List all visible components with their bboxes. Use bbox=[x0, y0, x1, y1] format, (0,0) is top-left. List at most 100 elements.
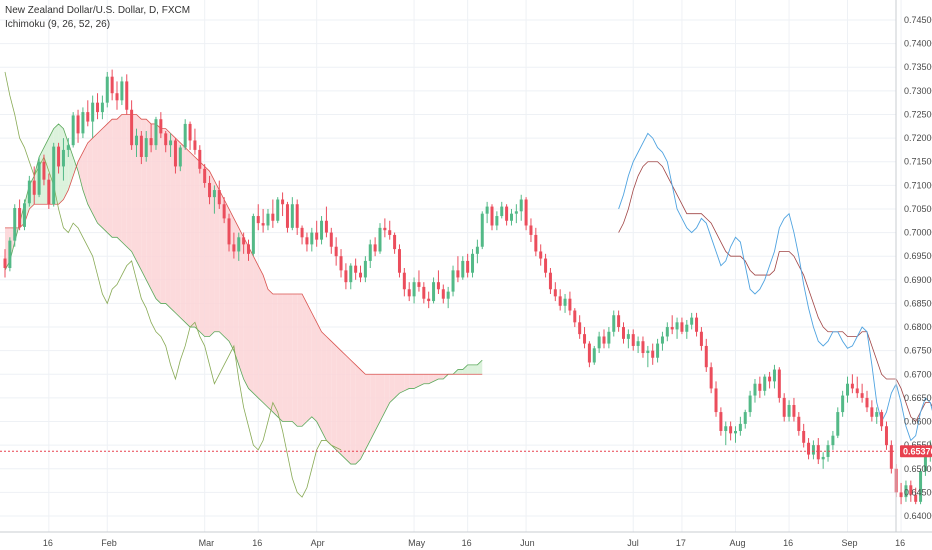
candle-body bbox=[57, 146, 61, 167]
cloud-segment bbox=[331, 341, 337, 450]
candle-body bbox=[222, 204, 226, 219]
cloud-segment bbox=[160, 128, 166, 304]
candle-body bbox=[227, 218, 231, 245]
candle-body bbox=[875, 412, 879, 417]
cloud-segment bbox=[214, 180, 220, 332]
time-tick-label: 16 bbox=[783, 538, 793, 548]
kijun-sen-line bbox=[618, 161, 932, 423]
cloud-segment bbox=[428, 374, 434, 384]
candle-body bbox=[461, 260, 465, 278]
candle-body bbox=[914, 494, 918, 502]
cloud-segment bbox=[350, 360, 356, 465]
candle-body bbox=[427, 298, 431, 302]
candle-body bbox=[539, 251, 543, 259]
candle-body bbox=[139, 135, 143, 157]
cloud-segment bbox=[316, 322, 322, 431]
cloud-segment bbox=[209, 171, 215, 337]
candle-body bbox=[3, 258, 7, 268]
candle-body bbox=[690, 317, 694, 325]
candle-body bbox=[675, 322, 679, 330]
time-tick-label: Sep bbox=[842, 538, 858, 548]
cloud-segment bbox=[384, 374, 390, 413]
last-price-label: 0.65370 bbox=[903, 446, 932, 456]
cloud-segment bbox=[155, 123, 161, 304]
candle-body bbox=[626, 334, 630, 339]
candle-body bbox=[134, 135, 138, 146]
cloud-segment bbox=[243, 237, 249, 389]
ichimoku-lines bbox=[4, 71, 932, 498]
cloud-segment bbox=[287, 293, 293, 422]
candle-body bbox=[71, 115, 75, 146]
cloud-segment bbox=[82, 142, 88, 205]
candle-body bbox=[397, 249, 401, 273]
cloud-segment bbox=[282, 293, 288, 422]
cloud-segment bbox=[414, 374, 419, 389]
time-tick-label: 16 bbox=[462, 538, 472, 548]
candle-body bbox=[32, 180, 36, 195]
cloud-segment bbox=[321, 331, 327, 441]
candle-body bbox=[388, 230, 392, 235]
cloud-segment bbox=[267, 289, 273, 413]
cloud-segment bbox=[311, 312, 317, 422]
candle-body bbox=[212, 190, 216, 198]
candle-body bbox=[96, 102, 100, 113]
candle-body bbox=[8, 240, 12, 268]
time-tick-label: 16 bbox=[895, 538, 905, 548]
candle-body bbox=[256, 216, 260, 224]
candle-body bbox=[359, 272, 363, 278]
candle-body bbox=[42, 161, 46, 180]
time-tick-label: Mar bbox=[199, 538, 215, 548]
candle-body bbox=[266, 213, 270, 226]
candle-body bbox=[738, 423, 742, 431]
cloud-segment bbox=[219, 190, 225, 337]
cloud-segment bbox=[180, 142, 186, 323]
cloud-segment bbox=[360, 369, 366, 460]
candle-body bbox=[850, 383, 854, 389]
time-axis: 16FebMar16AprMay16JunJul17Aug16Sep16Oct1… bbox=[43, 538, 905, 548]
cloud-segment bbox=[170, 133, 176, 313]
candle-body bbox=[656, 343, 660, 358]
candle-body bbox=[758, 383, 762, 391]
candle-body bbox=[432, 282, 436, 302]
candle-body bbox=[441, 289, 445, 299]
cloud-segment bbox=[472, 364, 478, 375]
candle-body bbox=[446, 291, 450, 299]
cloud-segment bbox=[433, 374, 439, 382]
candle-body bbox=[495, 216, 499, 226]
candle-body bbox=[865, 397, 869, 408]
candle-body bbox=[339, 256, 343, 271]
candle-body bbox=[695, 317, 699, 332]
candle-body bbox=[417, 282, 421, 287]
cloud-segment bbox=[409, 374, 415, 389]
candle-body bbox=[617, 315, 621, 328]
cloud-segment bbox=[457, 369, 463, 375]
candle-body bbox=[777, 369, 781, 398]
candle-body bbox=[164, 133, 168, 146]
candle-body bbox=[578, 322, 582, 335]
candle-body bbox=[66, 145, 70, 150]
candle-body bbox=[373, 244, 377, 252]
candle-body bbox=[281, 199, 285, 205]
candle-body bbox=[797, 416, 801, 431]
candle-body bbox=[665, 327, 669, 337]
candle-body bbox=[130, 109, 134, 146]
cloud-segment bbox=[375, 374, 380, 431]
candle-body bbox=[178, 147, 182, 167]
candle-body bbox=[583, 334, 587, 344]
candle-body bbox=[509, 213, 513, 221]
candle-body bbox=[544, 258, 548, 273]
candle-body bbox=[621, 327, 625, 339]
candle-body bbox=[899, 492, 903, 498]
candle-body bbox=[831, 435, 835, 446]
cloud-segment bbox=[92, 133, 98, 224]
candle-body bbox=[276, 199, 280, 221]
candle-body bbox=[285, 204, 289, 228]
cloud-segment bbox=[141, 119, 147, 280]
candle-body bbox=[18, 208, 22, 227]
